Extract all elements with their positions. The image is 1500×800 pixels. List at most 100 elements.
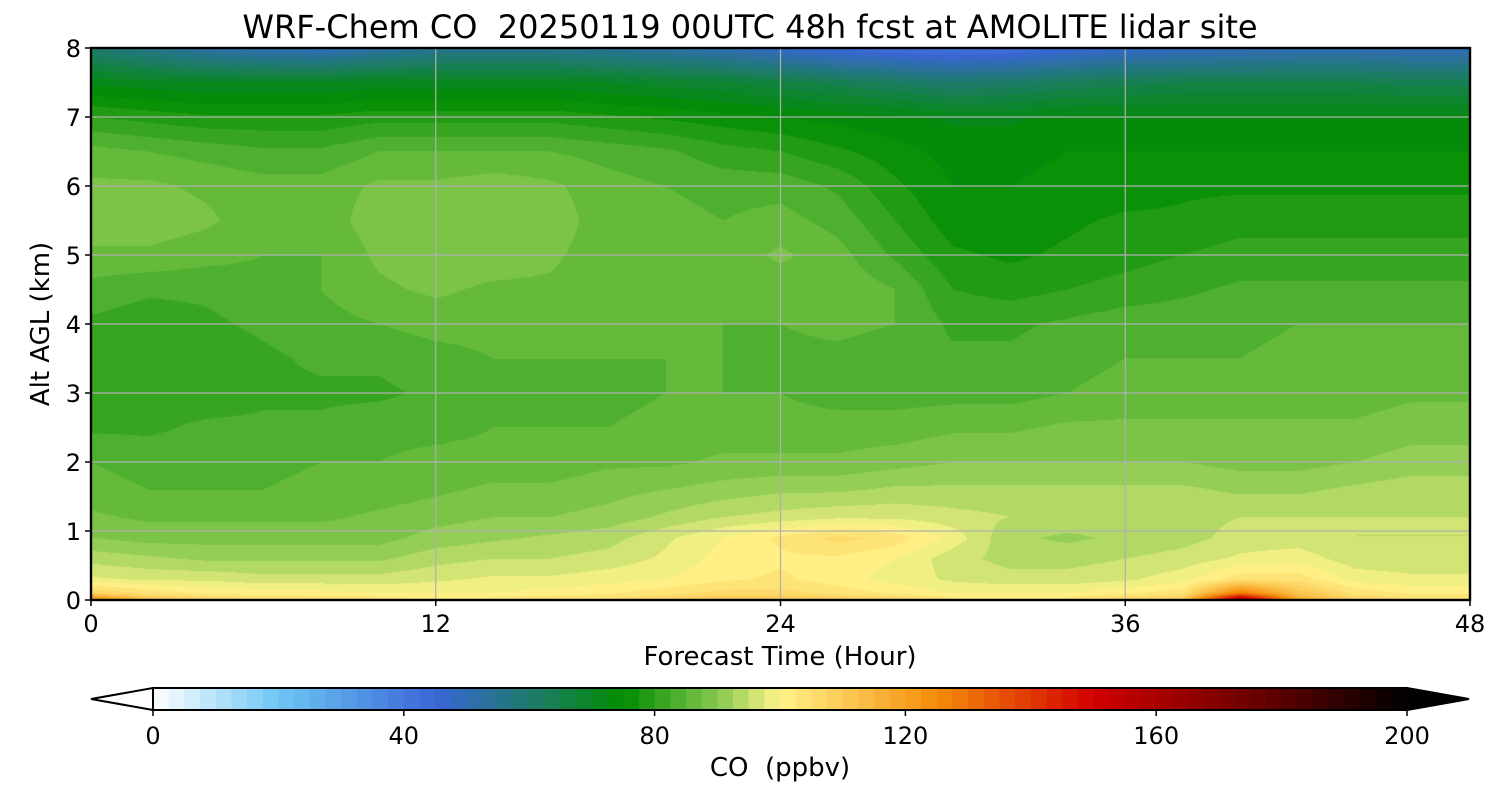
colorbar-band [780, 688, 797, 710]
x-axis-label: Forecast Time (Hour) [643, 642, 916, 672]
colorbar-band [466, 688, 483, 710]
colorbar-band [341, 688, 358, 710]
colorbar-extend-high [1406, 686, 1470, 712]
colorbar-band [623, 688, 640, 710]
colorbar-band [184, 688, 201, 710]
colorbar-band [827, 688, 844, 710]
y-axis-ticks: 0 1 2 3 4 5 6 7 8 [66, 35, 91, 615]
colorbar-band [529, 688, 546, 710]
colorbar-band [1218, 688, 1236, 710]
colorbar-band [560, 688, 577, 710]
colorbar-band [231, 688, 248, 710]
colorbar-band [748, 688, 765, 710]
colorbar-band [403, 688, 421, 710]
colorbar-band [952, 688, 969, 710]
colorbar-band [1093, 688, 1110, 710]
colorbar: 0 40 80 120 160 200 CO (ppbv) [90, 686, 1470, 783]
colorbar-ticks: 0 40 80 120 160 200 [145, 710, 1430, 750]
colorbar-band [1375, 688, 1392, 710]
x-axis-ticks: 0 12 24 36 48 [83, 600, 1485, 638]
y-tick-label: 0 [66, 587, 81, 615]
colorbar-band [1250, 688, 1267, 710]
colorbar-band [638, 688, 656, 710]
y-tick-label: 4 [66, 311, 81, 339]
y-tick-label: 1 [66, 518, 81, 546]
colorbar-band [1328, 688, 1345, 710]
y-tick-label: 3 [66, 380, 81, 408]
y-tick-label: 8 [66, 35, 81, 63]
colorbar-band [1062, 688, 1079, 710]
colorbar-band [278, 688, 295, 710]
x-tick-label: 24 [765, 610, 796, 638]
colorbar-band [1156, 688, 1173, 710]
colorbar-band [294, 688, 311, 710]
colorbar-band [1234, 688, 1251, 710]
x-tick-label: 36 [1110, 610, 1141, 638]
colorbar-tick-label: 160 [1133, 722, 1179, 750]
colorbar-frame [152, 687, 1408, 711]
colorbar-band [591, 688, 609, 710]
colorbar-label: CO (ppbv) [710, 753, 850, 783]
colorbar-tick-label: 120 [882, 722, 928, 750]
colorbar-band [1391, 688, 1408, 710]
colorbar-band [1046, 688, 1063, 710]
colorbar-band [372, 688, 389, 710]
colorbar-band [215, 688, 232, 710]
colorbar-band [607, 688, 624, 710]
y-tick-label: 6 [66, 173, 81, 201]
colorbar-band [999, 688, 1016, 710]
colorbar-band [309, 688, 327, 710]
colorbar-band [921, 688, 938, 710]
colorbar-tick-label: 0 [145, 722, 160, 750]
colorbar-band [1297, 688, 1314, 710]
colorbar-band [701, 688, 718, 710]
colorbar-band [685, 688, 703, 710]
colorbar-band [513, 688, 530, 710]
colorbar-band [889, 688, 907, 710]
colorbar-band [1203, 688, 1220, 710]
colorbar-band [1171, 688, 1189, 710]
colorbar-band [1140, 688, 1157, 710]
colorbar-band [1124, 688, 1142, 710]
y-tick-label: 5 [66, 242, 81, 270]
colorbar-band [874, 688, 891, 710]
colorbar-band [419, 688, 436, 710]
colorbar-band [717, 688, 734, 710]
y-axis-label: Alt AGL (km) [26, 242, 56, 406]
colorbar-band [811, 688, 828, 710]
colorbar-tick-label: 200 [1384, 722, 1430, 750]
chart-title: WRF-Chem CO 20250119 00UTC 48h fcst at A… [242, 8, 1258, 46]
colorbar-band [1109, 688, 1126, 710]
colorbar-tick-label: 40 [389, 722, 420, 750]
colorbar-band [1344, 688, 1361, 710]
colorbar-extend-low [90, 686, 154, 712]
colorbar-band [1077, 688, 1095, 710]
colorbar-band [1015, 688, 1032, 710]
colorbar-band [1281, 688, 1298, 710]
colorbar-band [325, 688, 342, 710]
colorbar-band [905, 688, 922, 710]
colorbar-band [262, 688, 280, 710]
y-tick-label: 7 [66, 104, 81, 132]
x-tick-label: 12 [420, 610, 451, 638]
colorbar-band [544, 688, 562, 710]
colorbar-band [968, 688, 985, 710]
colorbar-bands [153, 688, 1408, 710]
x-tick-label: 48 [1455, 610, 1486, 638]
colorbar-band [654, 688, 671, 710]
colorbar-tick-label: 80 [639, 722, 670, 750]
colorbar-band [1030, 688, 1048, 710]
colorbar-band [247, 688, 264, 710]
colorbar-band [983, 688, 1001, 710]
colorbar-band [482, 688, 499, 710]
colorbar-band [1187, 688, 1204, 710]
colorbar-band [1265, 688, 1283, 710]
colorbar-band [795, 688, 812, 710]
colorbar-band [670, 688, 687, 710]
colorbar-band [450, 688, 468, 710]
colorbar-band [435, 688, 452, 710]
colorbar-band [153, 688, 170, 710]
colorbar-band [497, 688, 515, 710]
